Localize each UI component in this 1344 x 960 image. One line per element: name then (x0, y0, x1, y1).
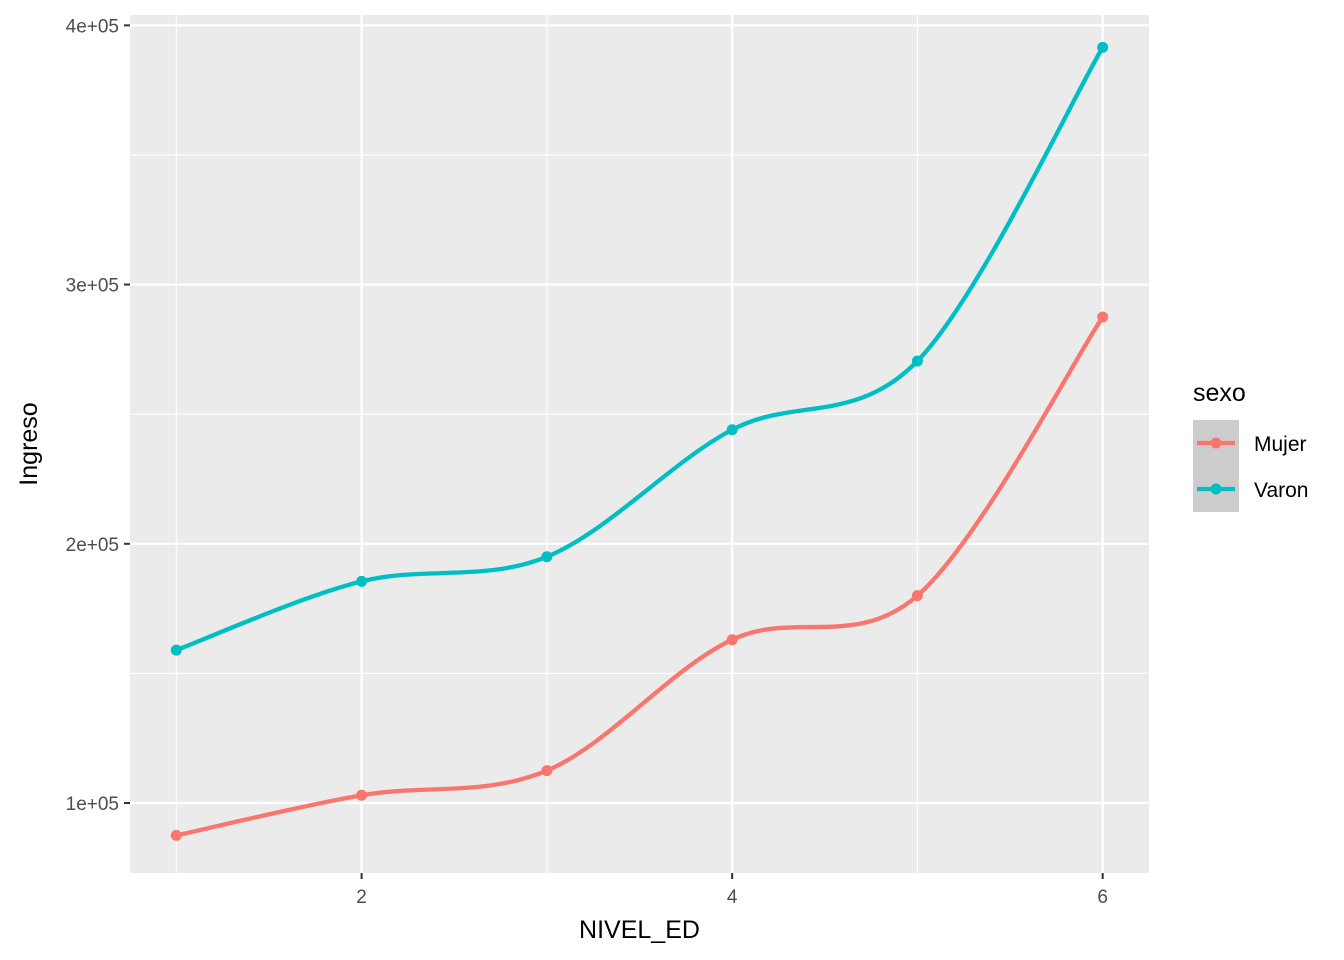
y-tick-label: 1e+05 (66, 794, 119, 815)
x-tick-label: 4 (727, 887, 738, 908)
data-point-mujer (726, 634, 738, 646)
series-line-varon (174, 45, 1105, 653)
data-point-mujer (541, 765, 553, 777)
x-axis: 2 4 6 (356, 873, 1108, 908)
data-point-varon (356, 575, 368, 587)
minor-gridlines (130, 15, 1149, 873)
data-point-varon (541, 551, 553, 563)
y-tick-label: 4e+05 (66, 16, 119, 37)
x-tick-label: 2 (356, 887, 367, 908)
data-point-varon (726, 424, 738, 436)
plot-panel (130, 15, 1149, 873)
data-point-mujer (911, 590, 923, 602)
y-tick-label: 3e+05 (66, 276, 119, 297)
data-point-mujer (356, 789, 368, 801)
data-point-varon (1097, 41, 1109, 53)
legend-key-point-varon (1210, 483, 1222, 495)
data-point-varon (911, 355, 923, 367)
data-point-mujer (170, 829, 182, 841)
data-point-mujer (1097, 311, 1109, 323)
legend-label-mujer: Mujer (1254, 433, 1307, 456)
major-gridlines (130, 15, 1149, 873)
series-layer (170, 41, 1109, 841)
data-point-varon (170, 644, 182, 656)
legend-label-varon: Varon (1254, 479, 1308, 502)
legend: sexo Mujer Varon (1193, 379, 1308, 512)
x-tick-label: 6 (1097, 887, 1108, 908)
y-axis: 1e+05 2e+05 3e+05 4e+05 (66, 16, 130, 815)
legend-key-point-mujer (1210, 437, 1222, 449)
legend-title: sexo (1193, 379, 1246, 407)
y-axis-title: Ingreso (15, 402, 43, 485)
x-axis-title: NIVEL_ED (579, 916, 700, 944)
y-tick-label: 2e+05 (66, 535, 119, 556)
